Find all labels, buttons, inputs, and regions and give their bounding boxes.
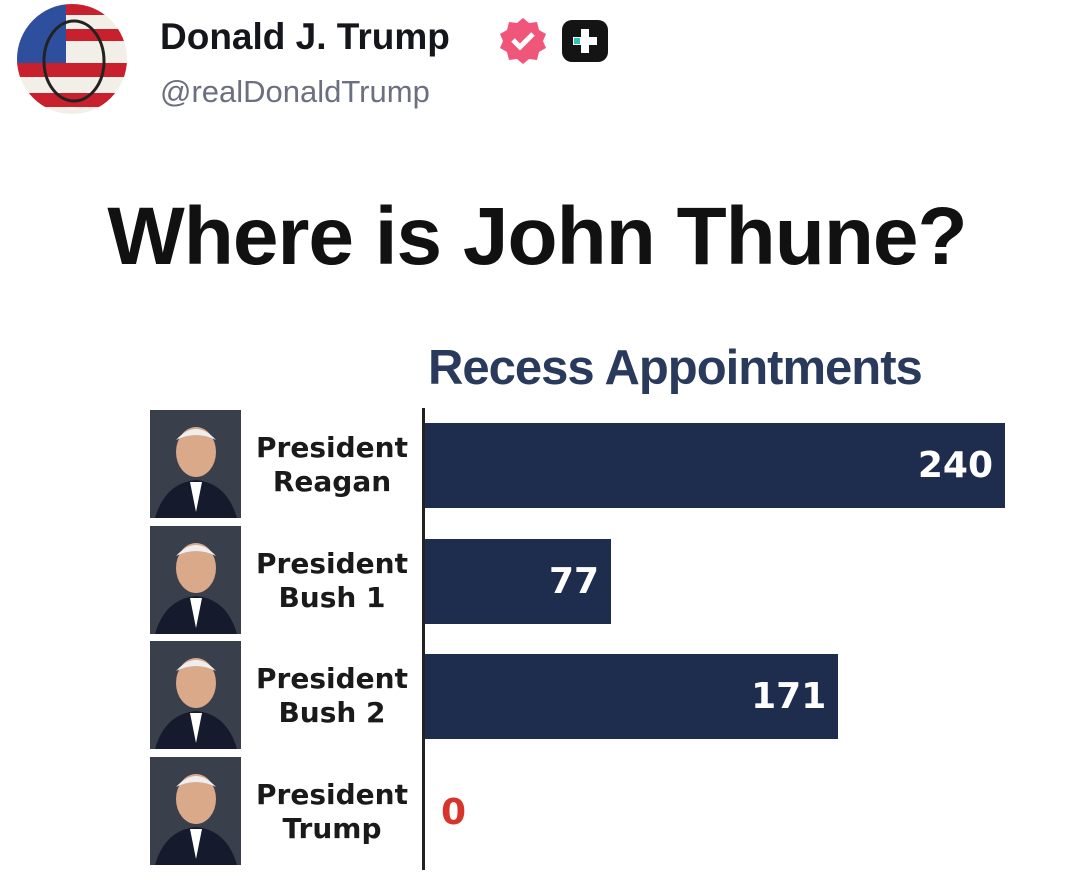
value-label: 240 <box>917 445 993 486</box>
bar <box>425 538 612 624</box>
portrait <box>150 410 241 518</box>
author-name[interactable]: Donald J. Trump <box>160 16 450 57</box>
headline: Where is John Thune? <box>107 191 967 282</box>
value-label: 171 <box>751 676 827 717</box>
portrait-drawing <box>150 756 241 865</box>
portrait-drawing <box>150 641 241 749</box>
avatar[interactable] <box>16 3 128 115</box>
bar <box>425 654 839 739</box>
category-label: President Reagan <box>256 431 408 498</box>
portrait-drawing <box>150 410 241 518</box>
axis-line <box>422 408 425 870</box>
category-label: President Trump <box>256 777 408 845</box>
handle[interactable]: @realDonaldTrump <box>160 74 430 109</box>
value-label: 0 <box>441 791 467 833</box>
portrait <box>150 756 241 865</box>
bar <box>425 423 1005 508</box>
value-label: 77 <box>548 560 600 602</box>
portrait <box>150 525 241 634</box>
badges <box>500 18 608 64</box>
category-label: President Bush 1 <box>256 546 408 614</box>
portrait <box>150 641 241 749</box>
chart-title: Recess Appointments <box>428 341 923 395</box>
category-label: President Bush 2 <box>256 662 408 729</box>
portrait-drawing <box>150 525 241 634</box>
